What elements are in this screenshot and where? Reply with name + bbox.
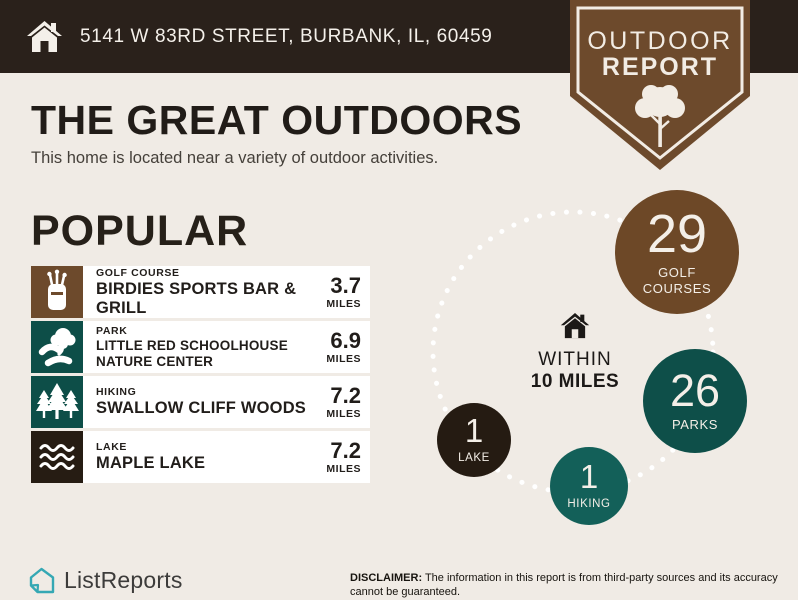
house-icon [26, 19, 63, 60]
property-address: 5141 W 83RD STREET, BURBANK, IL, 60459 [80, 26, 493, 47]
item-category: PARK [96, 324, 128, 337]
golf-bag-icon [31, 266, 83, 318]
waves-icon [31, 431, 83, 483]
badge-line1: OUTDOOR [587, 27, 733, 55]
outdoor-report-badge: OUTDOOR REPORT [570, 0, 750, 173]
bubble-value: 1 [464, 412, 484, 450]
page-subtitle: This home is located near a variety of o… [31, 149, 439, 167]
disclaimer-label: DISCLAIMER: [350, 572, 423, 584]
item-distance-unit: MILES [326, 407, 361, 420]
miles-label: 10 MILES [530, 371, 620, 392]
bubble-parks: 26 PARKS [643, 349, 747, 453]
within-label: WITHIN [538, 349, 612, 370]
item-name: BIRDIES SPORTS BAR & GRILL [96, 279, 297, 317]
bubble-value: 29 [646, 203, 708, 264]
list-item-golf-course: GOLF COURSE BIRDIES SPORTS BAR & GRILL 3… [31, 266, 370, 318]
ribbon-shape [570, 0, 750, 170]
item-distance: 7.2 [330, 437, 361, 463]
badge-line2: REPORT [601, 53, 719, 81]
item-category: HIKING [96, 386, 137, 398]
item-distance: 6.9 [330, 327, 361, 353]
bubble-golf-courses: 29 GOLF COURSES [615, 190, 739, 314]
disclaimer-text: The information in this report is from t… [350, 572, 778, 598]
bubble-hiking: 1 HIKING [550, 447, 628, 525]
radius-center-label: WITHIN 10 MILES [500, 311, 650, 393]
item-distance-unit: MILES [326, 352, 361, 365]
item-name: MAPLE LAKE [96, 454, 206, 472]
bubble-lake: 1 LAKE [437, 403, 511, 477]
item-name: SWALLOW CLIFF WOODS [96, 399, 307, 417]
bubble-label: LAKE [458, 452, 490, 465]
park-tree-icon [31, 321, 83, 373]
bubble-value: 1 [579, 458, 599, 496]
listreports-logo: ListReports [28, 566, 183, 595]
listreports-logo-icon [29, 567, 55, 594]
item-category: LAKE [96, 441, 127, 453]
page-title: THE GREAT OUTDOORS [31, 97, 523, 143]
popular-list: GOLF COURSE BIRDIES SPORTS BAR & GRILL 3… [31, 266, 370, 486]
item-distance: 3.7 [330, 272, 361, 298]
tree-icon [635, 85, 685, 147]
item-category: GOLF COURSE [96, 266, 180, 279]
disclaimer: DISCLAIMER: The information in this repo… [350, 572, 790, 600]
item-distance: 7.2 [330, 382, 361, 408]
list-item-lake: LAKE MAPLE LAKE 7.2 MILES [31, 431, 370, 483]
house-icon [560, 313, 590, 345]
pine-trees-icon [31, 376, 83, 428]
bubble-label: HIKING [567, 498, 611, 511]
list-item-hiking: HIKING SWALLOW CLIFF WOODS 7.2 MILES [31, 376, 370, 428]
bubble-value: 26 [669, 365, 721, 417]
bubble-label: PARKS [671, 417, 719, 433]
bubble-label: GOLF COURSES [642, 264, 712, 296]
item-distance-unit: MILES [326, 297, 361, 310]
item-distance-unit: MILES [326, 462, 361, 475]
brand-name: ListReports [64, 567, 183, 593]
popular-heading: POPULAR [31, 207, 249, 255]
item-name: LITTLE RED SCHOOLHOUSE NATURE CENTER [96, 337, 288, 369]
list-item-park: PARK LITTLE RED SCHOOLHOUSE NATURE CENTE… [31, 321, 370, 373]
